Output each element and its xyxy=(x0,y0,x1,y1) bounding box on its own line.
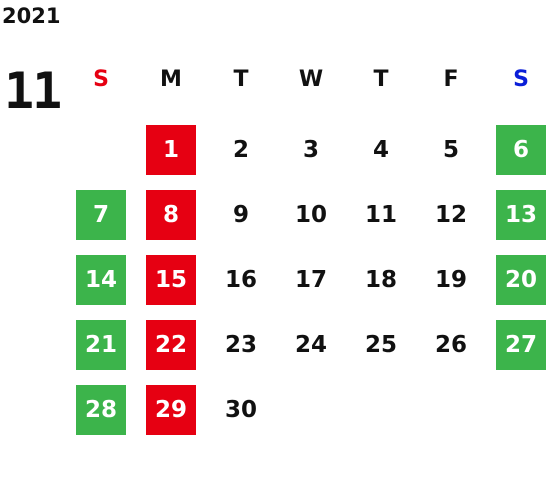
day-cell: 13 xyxy=(496,190,546,240)
day-cell: 12 xyxy=(434,202,467,228)
day-cell: 26 xyxy=(434,332,467,358)
day-cell: 1 xyxy=(146,125,196,175)
day-cell: 5 xyxy=(442,137,459,163)
day-cell: 28 xyxy=(76,385,126,435)
weekday-label: F xyxy=(443,67,459,92)
day-cell: 23 xyxy=(224,332,257,358)
month: 11 xyxy=(4,62,62,120)
day-cell: 25 xyxy=(364,332,397,358)
day-cell: 10 xyxy=(294,202,327,228)
day-cell: 3 xyxy=(302,137,319,163)
weekday-label: S xyxy=(93,67,109,92)
day-cell: 15 xyxy=(146,255,196,305)
day-cell: 9 xyxy=(232,202,249,228)
day-cell: 24 xyxy=(294,332,327,358)
day-cell: 8 xyxy=(146,190,196,240)
day-cell: 14 xyxy=(76,255,126,305)
weekday-label: M xyxy=(160,67,182,92)
day-cell: 6 xyxy=(496,125,546,175)
weekday-label: T xyxy=(373,67,389,92)
weekday-label: T xyxy=(233,67,249,92)
day-cell: 20 xyxy=(496,255,546,305)
day-cell: 21 xyxy=(76,320,126,370)
day-cell: 11 xyxy=(364,202,397,228)
day-cell: 29 xyxy=(146,385,196,435)
day-cell: 16 xyxy=(224,267,257,293)
weekday-label: W xyxy=(298,67,324,92)
year: 2021 xyxy=(2,4,61,28)
day-cell: 7 xyxy=(76,190,126,240)
day-cell: 30 xyxy=(224,397,257,423)
weekday-label: S xyxy=(513,67,529,92)
day-cell: 27 xyxy=(496,320,546,370)
day-cell: 4 xyxy=(372,137,389,163)
day-cell: 2 xyxy=(232,137,249,163)
day-cell: 22 xyxy=(146,320,196,370)
day-cell: 17 xyxy=(294,267,327,293)
day-cell: 18 xyxy=(364,267,397,293)
day-cell: 19 xyxy=(434,267,467,293)
